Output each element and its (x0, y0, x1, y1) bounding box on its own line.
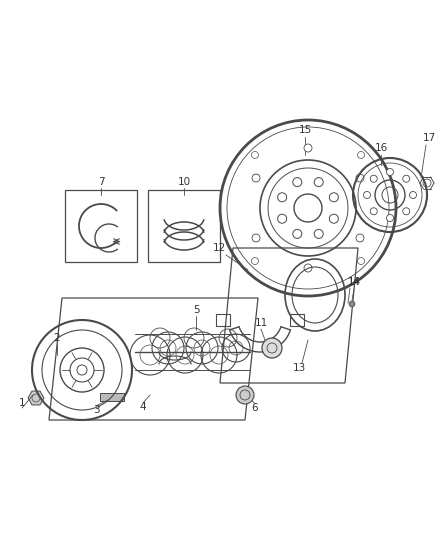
Text: 13: 13 (293, 363, 306, 373)
Text: 10: 10 (177, 177, 191, 187)
Text: 7: 7 (98, 177, 104, 187)
Circle shape (278, 193, 286, 202)
Circle shape (357, 151, 364, 158)
Circle shape (329, 193, 339, 202)
Circle shape (356, 174, 364, 182)
Text: 17: 17 (422, 133, 436, 143)
Circle shape (357, 257, 364, 264)
Text: 14: 14 (348, 277, 360, 287)
Polygon shape (28, 391, 44, 405)
Circle shape (403, 175, 410, 182)
Text: 14: 14 (347, 277, 360, 287)
Polygon shape (100, 393, 124, 401)
Circle shape (252, 234, 260, 242)
Bar (216, 314, 230, 326)
Text: 5: 5 (193, 305, 199, 315)
Circle shape (410, 191, 417, 198)
Circle shape (314, 177, 323, 187)
Circle shape (293, 229, 302, 238)
Circle shape (251, 257, 258, 264)
Text: 1: 1 (19, 398, 25, 408)
Bar (65, 190, 137, 262)
Circle shape (349, 301, 355, 307)
Circle shape (370, 175, 377, 182)
Circle shape (314, 229, 323, 238)
Text: 6: 6 (252, 403, 258, 413)
Circle shape (370, 208, 377, 215)
Circle shape (251, 151, 258, 158)
Circle shape (293, 177, 302, 187)
Circle shape (386, 214, 393, 222)
Text: 16: 16 (374, 143, 388, 153)
Circle shape (236, 386, 254, 404)
Circle shape (356, 234, 364, 242)
Circle shape (252, 174, 260, 182)
Circle shape (329, 214, 339, 223)
Text: 11: 11 (254, 318, 268, 328)
Text: 2: 2 (54, 333, 60, 343)
Circle shape (364, 191, 371, 198)
Text: 3: 3 (93, 405, 99, 415)
Bar (290, 314, 304, 326)
Circle shape (304, 264, 312, 272)
Text: 4: 4 (140, 402, 146, 412)
Circle shape (262, 338, 282, 358)
Text: 12: 12 (212, 243, 226, 253)
Circle shape (278, 214, 286, 223)
Circle shape (386, 168, 393, 175)
Circle shape (403, 208, 410, 215)
Bar (148, 190, 220, 262)
Circle shape (304, 144, 312, 152)
Text: 15: 15 (298, 125, 311, 135)
